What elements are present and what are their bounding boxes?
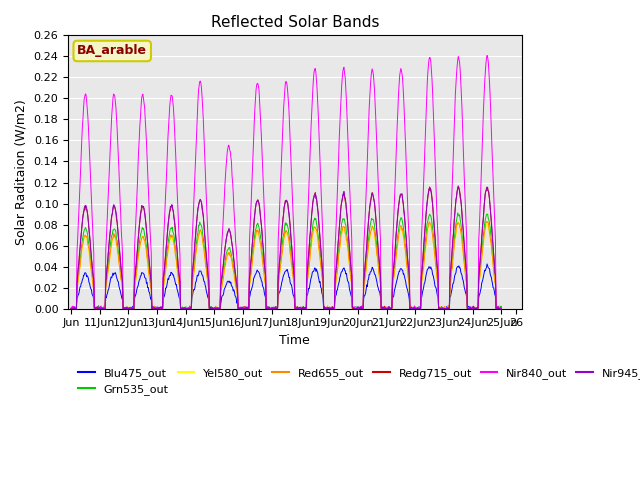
Line: Nir840_out: Nir840_out xyxy=(71,56,502,309)
Yel580_out xyxy=(67,305,75,311)
Grn535_out xyxy=(68,306,76,312)
Blu475_out xyxy=(498,306,506,312)
Nir945_out xyxy=(75,260,83,266)
Redg715_out xyxy=(339,196,346,202)
Blu475_out xyxy=(339,268,346,274)
Grn535_out xyxy=(351,306,358,312)
Nir840_out xyxy=(498,306,506,312)
Blu475_out xyxy=(67,306,75,312)
Blu475_out xyxy=(76,288,83,293)
Nir945_out xyxy=(163,238,171,243)
Yel580_out xyxy=(186,306,194,312)
Yel580_out xyxy=(164,253,172,259)
Blu475_out xyxy=(186,304,194,310)
Blu475_out xyxy=(351,305,358,311)
Nir945_out xyxy=(186,306,193,312)
Blu475_out xyxy=(164,279,172,285)
Legend: Blu475_out, Grn535_out, Yel580_out, Red655_out, Redg715_out, Nir840_out, Nir945_: Blu475_out, Grn535_out, Yel580_out, Red6… xyxy=(74,363,640,400)
Blu475_out xyxy=(68,306,76,312)
Yel580_out xyxy=(120,306,127,312)
Red655_out xyxy=(186,304,193,310)
Nir840_out xyxy=(483,53,491,59)
Line: Redg715_out: Redg715_out xyxy=(71,186,502,309)
Redg715_out xyxy=(76,252,83,257)
Yel580_out xyxy=(68,306,76,312)
Line: Nir945_out: Nir945_out xyxy=(71,186,502,309)
Redg715_out xyxy=(186,306,194,312)
Redg715_out xyxy=(498,306,506,312)
Red655_out xyxy=(483,218,491,224)
Red655_out xyxy=(163,255,171,261)
Line: Red655_out: Red655_out xyxy=(71,221,502,309)
Blu475_out xyxy=(483,261,491,267)
Redg715_out xyxy=(454,183,462,189)
Nir840_out xyxy=(338,84,346,90)
Grn535_out xyxy=(186,306,194,312)
Grn535_out xyxy=(67,305,75,311)
Yel580_out xyxy=(76,268,83,274)
Nir840_out xyxy=(163,164,171,170)
Text: BA_arable: BA_arable xyxy=(77,45,147,58)
Nir945_out xyxy=(67,306,75,312)
Yel580_out xyxy=(351,305,358,311)
Nir840_out xyxy=(350,304,358,310)
Nir840_out xyxy=(119,306,127,312)
Nir945_out xyxy=(498,305,506,311)
Grn535_out xyxy=(164,245,172,251)
Grn535_out xyxy=(120,306,127,312)
Red655_out xyxy=(119,303,127,309)
Red655_out xyxy=(338,230,346,236)
X-axis label: Time: Time xyxy=(280,334,310,347)
Redg715_out xyxy=(164,229,172,235)
Red655_out xyxy=(67,306,75,312)
Grn535_out xyxy=(498,304,506,310)
Nir945_out xyxy=(119,305,127,311)
Grn535_out xyxy=(76,266,83,272)
Red655_out xyxy=(350,305,358,311)
Redg715_out xyxy=(68,306,76,312)
Title: Reflected Solar Bands: Reflected Solar Bands xyxy=(211,15,379,30)
Redg715_out xyxy=(351,306,358,312)
Yel580_out xyxy=(454,220,462,226)
Redg715_out xyxy=(67,305,75,311)
Yel580_out xyxy=(339,229,346,235)
Nir840_out xyxy=(186,303,193,309)
Red655_out xyxy=(498,306,506,312)
Nir945_out xyxy=(350,306,358,312)
Line: Yel580_out: Yel580_out xyxy=(71,223,502,309)
Grn535_out xyxy=(454,210,461,216)
Line: Grn535_out: Grn535_out xyxy=(71,213,502,309)
Nir840_out xyxy=(67,306,75,312)
Yel580_out xyxy=(498,305,506,311)
Nir945_out xyxy=(454,183,462,189)
Line: Blu475_out: Blu475_out xyxy=(71,264,502,309)
Y-axis label: Solar Raditaion (W/m2): Solar Raditaion (W/m2) xyxy=(15,99,28,245)
Red655_out xyxy=(75,272,83,277)
Nir945_out xyxy=(338,200,346,205)
Nir840_out xyxy=(75,211,83,216)
Redg715_out xyxy=(120,305,127,311)
Blu475_out xyxy=(120,304,127,310)
Grn535_out xyxy=(339,218,346,224)
